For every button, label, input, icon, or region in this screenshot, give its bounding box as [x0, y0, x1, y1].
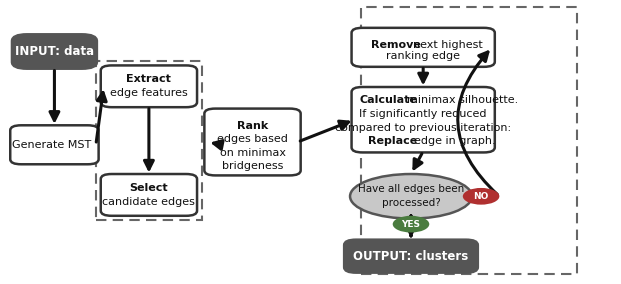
Text: Select: Select: [130, 183, 168, 193]
Text: Remove: Remove: [371, 39, 420, 49]
Text: If significantly reduced: If significantly reduced: [360, 108, 487, 119]
FancyBboxPatch shape: [101, 174, 197, 216]
Text: Rank: Rank: [237, 121, 268, 131]
FancyBboxPatch shape: [12, 34, 97, 69]
FancyBboxPatch shape: [10, 125, 99, 164]
Text: minimax silhouette.: minimax silhouette.: [407, 95, 519, 105]
Ellipse shape: [350, 174, 472, 219]
Text: Generate MST: Generate MST: [12, 140, 91, 150]
Text: processed?: processed?: [382, 198, 440, 208]
Text: candidate edges: candidate edges: [102, 197, 196, 207]
Bar: [361, 7, 577, 274]
Circle shape: [392, 216, 429, 233]
Text: ranking edge: ranking edge: [386, 51, 460, 61]
FancyBboxPatch shape: [344, 239, 478, 273]
Text: Replace: Replace: [368, 136, 417, 147]
Text: edge in graph.: edge in graph.: [414, 136, 496, 147]
FancyBboxPatch shape: [351, 87, 495, 153]
Text: compared to previous iteration:: compared to previous iteration:: [335, 122, 511, 133]
Text: INPUT: data: INPUT: data: [15, 45, 94, 58]
Text: bridgeness: bridgeness: [222, 161, 283, 171]
Text: on minimax: on minimax: [219, 148, 286, 158]
Text: next highest: next highest: [413, 39, 483, 49]
Text: Calculate: Calculate: [360, 95, 417, 105]
Text: edge features: edge features: [110, 88, 188, 98]
Bar: [96, 61, 202, 220]
Text: edges based: edges based: [217, 134, 288, 144]
Text: OUTPUT: clusters: OUTPUT: clusters: [353, 250, 469, 263]
Text: NO: NO: [473, 192, 489, 201]
FancyBboxPatch shape: [101, 65, 197, 107]
Text: YES: YES: [402, 220, 420, 229]
Text: Have all edges been: Have all edges been: [358, 184, 464, 194]
Circle shape: [463, 188, 499, 205]
FancyBboxPatch shape: [204, 108, 301, 176]
FancyBboxPatch shape: [351, 28, 495, 67]
Text: Extract: Extract: [127, 74, 171, 84]
